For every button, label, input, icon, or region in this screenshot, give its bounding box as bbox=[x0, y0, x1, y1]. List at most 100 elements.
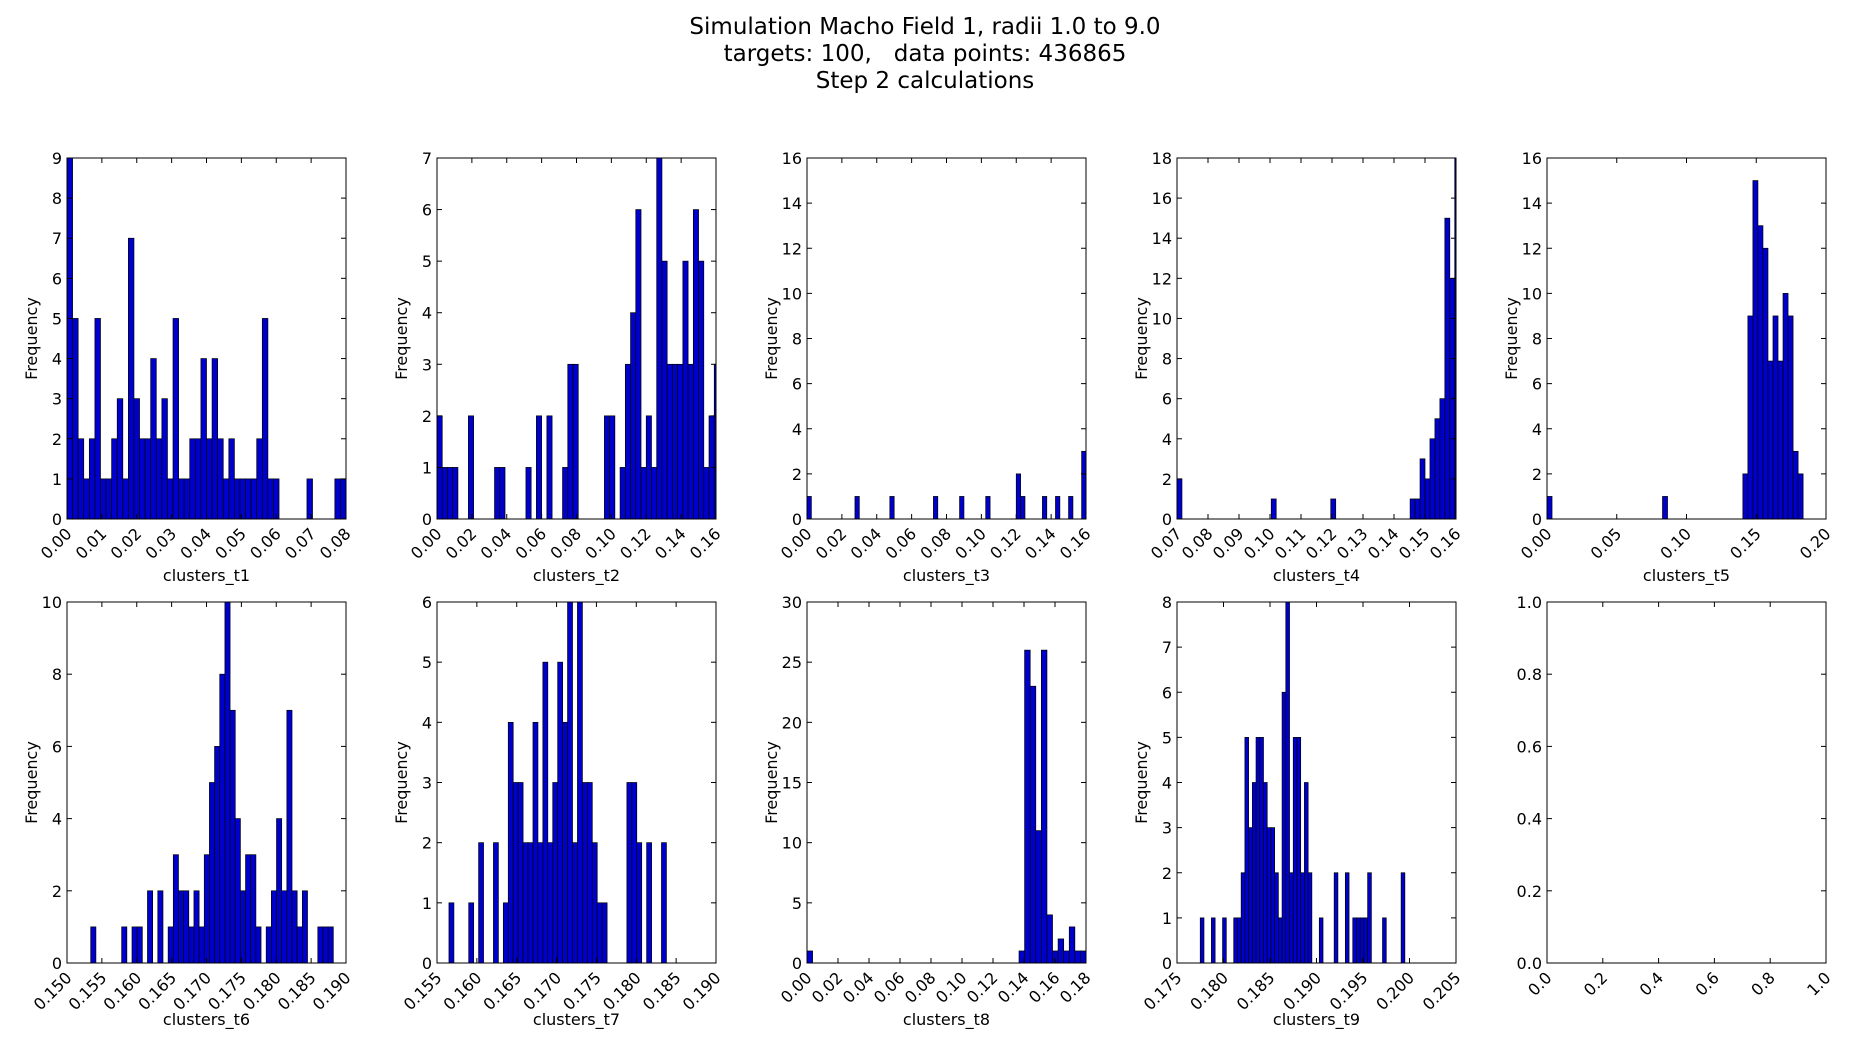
histogram-bar bbox=[562, 467, 569, 520]
histogram-bar bbox=[692, 209, 699, 520]
histogram-bar bbox=[1742, 473, 1749, 520]
y-tick-label: 2 bbox=[1532, 465, 1542, 484]
histogram-bar bbox=[1767, 360, 1774, 520]
histogram-bar bbox=[83, 478, 90, 520]
histogram-bar bbox=[273, 478, 280, 520]
histogram-bar bbox=[1278, 917, 1283, 964]
x-tick-label: 1.0 bbox=[1803, 968, 1834, 999]
histogram-bar bbox=[661, 260, 668, 520]
histogram-bar bbox=[194, 438, 202, 520]
histogram-bar bbox=[1281, 691, 1287, 964]
y-axis-label: Frequency bbox=[1502, 297, 1521, 380]
histogram-bar bbox=[478, 842, 484, 964]
histogram-bar bbox=[200, 358, 207, 520]
histogram-bar bbox=[1419, 458, 1426, 520]
histogram-bar bbox=[636, 842, 643, 964]
histogram-bar bbox=[1546, 496, 1553, 520]
y-tick-label: 3 bbox=[1162, 819, 1172, 838]
histogram-bar bbox=[1367, 872, 1372, 964]
x-tick-label: 0.06 bbox=[882, 524, 921, 563]
histogram-bar bbox=[1400, 872, 1406, 964]
histogram-bar bbox=[1068, 926, 1076, 964]
histogram-bar bbox=[139, 438, 146, 520]
histogram-bar bbox=[806, 950, 813, 964]
histogram-bar bbox=[1270, 498, 1277, 520]
x-tick-label: 0.13 bbox=[1333, 524, 1372, 563]
y-tick-label: 3 bbox=[422, 355, 432, 374]
x-tick-label: 0.08 bbox=[316, 524, 355, 563]
x-tick-label: 0.12 bbox=[963, 968, 1002, 1007]
y-tick-label: 2 bbox=[1162, 864, 1172, 883]
histogram-bar bbox=[1792, 450, 1799, 520]
y-tick-label: 10 bbox=[42, 593, 62, 612]
histogram-bar bbox=[228, 438, 235, 520]
x-tick-label: 0.10 bbox=[932, 968, 971, 1007]
histogram-bar bbox=[468, 415, 474, 520]
histogram-bar bbox=[286, 709, 293, 964]
histogram-bar bbox=[1035, 830, 1042, 964]
histogram-bar bbox=[111, 438, 118, 520]
y-tick-label: 12 bbox=[782, 239, 802, 258]
y-tick-label: 0.2 bbox=[1517, 882, 1542, 901]
histogram-bar bbox=[1747, 315, 1754, 520]
x-tick-label: 0.185 bbox=[1233, 968, 1279, 1014]
plot-frame bbox=[1176, 157, 1457, 520]
histogram-bar bbox=[172, 854, 179, 964]
x-tick-label: 0.14 bbox=[994, 968, 1033, 1007]
histogram-bar bbox=[291, 890, 298, 964]
y-tick-label: 5 bbox=[422, 252, 432, 271]
histogram-bar bbox=[1211, 917, 1216, 964]
histogram-bar bbox=[604, 415, 610, 520]
histogram-bar bbox=[1307, 872, 1313, 964]
x-tick-label: 0.165 bbox=[479, 968, 525, 1014]
histogram-bar bbox=[100, 478, 107, 520]
histogram-bar bbox=[626, 782, 633, 964]
histogram-bar bbox=[1024, 649, 1031, 964]
x-tick-label: 0.185 bbox=[639, 968, 685, 1014]
histogram-bar bbox=[172, 318, 179, 520]
x-tick-label: 0.190 bbox=[679, 968, 725, 1014]
histogram-bar bbox=[281, 890, 288, 964]
histogram-bar bbox=[88, 438, 96, 520]
histogram-panel-5: 0.00 0.05 0.10 0.15 0.20 0 2 4 6 8 10 12 14 16 cluster… bbox=[1502, 149, 1835, 586]
y-tick-label: 1 bbox=[52, 470, 62, 489]
y-tick-label: 4 bbox=[1162, 774, 1172, 793]
x-tick-label: 0.160 bbox=[440, 968, 486, 1014]
histogram-bar bbox=[532, 721, 539, 964]
x-axis-label: clusters_t8 bbox=[903, 1010, 990, 1030]
histogram-panel-6: 0.1500.1550.1600.1650.1700.1750.1800.185… bbox=[22, 593, 355, 1030]
histogram-bar bbox=[630, 312, 637, 520]
histogram-bar bbox=[1055, 496, 1061, 520]
x-tick-label: 0.02 bbox=[107, 524, 146, 563]
histogram-bar bbox=[1787, 315, 1794, 520]
histogram-bar bbox=[507, 721, 514, 964]
x-tick-label: 0.10 bbox=[1240, 524, 1279, 563]
y-tick-label: 0 bbox=[422, 954, 432, 973]
histogram-bar bbox=[167, 926, 174, 964]
y-tick-label: 3 bbox=[52, 390, 62, 409]
histogram-bar bbox=[1240, 872, 1246, 964]
x-tick-label: 0.180 bbox=[599, 968, 645, 1014]
histogram-bar bbox=[1292, 737, 1298, 964]
histogram-bar bbox=[245, 854, 252, 964]
x-tick-label: 0.08 bbox=[901, 968, 940, 1007]
y-tick-label: 0.4 bbox=[1517, 810, 1542, 829]
plot-frame bbox=[806, 157, 1087, 520]
x-tick-label: 0.02 bbox=[812, 524, 851, 563]
y-tick-label: 10 bbox=[782, 284, 802, 303]
y-tick-label: 4 bbox=[52, 810, 62, 829]
x-tick-label: 0.20 bbox=[1796, 524, 1835, 563]
histogram-bar bbox=[155, 438, 163, 520]
histogram-bar bbox=[572, 842, 578, 964]
y-tick-label: 2 bbox=[1162, 470, 1172, 489]
x-tick-label: 0.05 bbox=[211, 524, 250, 563]
y-tick-label: 0 bbox=[1162, 510, 1172, 529]
y-tick-label: 6 bbox=[422, 201, 432, 220]
histogram-bar bbox=[536, 415, 542, 520]
histogram-bar bbox=[72, 318, 79, 520]
histogram-bar bbox=[933, 496, 939, 520]
x-tick-label: 0.170 bbox=[519, 968, 565, 1014]
histogram-bar bbox=[499, 467, 506, 520]
histogram-bar bbox=[1176, 478, 1183, 520]
x-tick-label: 0.185 bbox=[274, 968, 320, 1014]
